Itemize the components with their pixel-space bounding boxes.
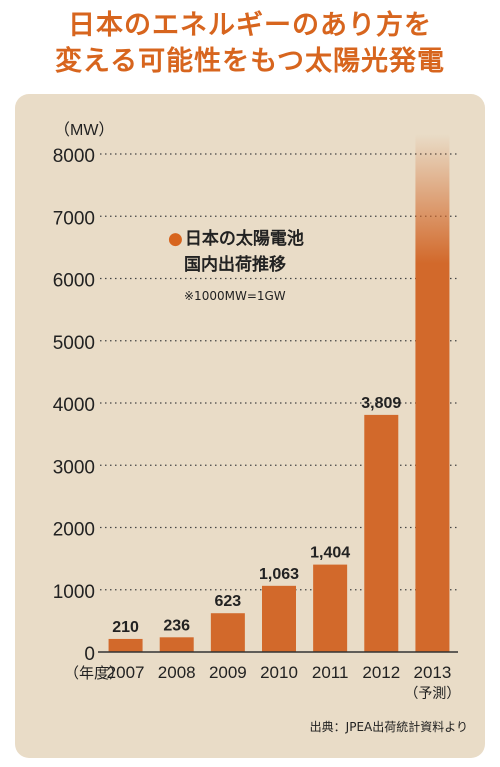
x-tick-sublabel: （予測） [404,686,460,702]
y-tick-label: 7000 [53,208,95,229]
title-line-1: 日本のエネルギーのあり方を [68,10,432,41]
x-tick-label: 2009 [209,663,247,682]
x-tick-label: 2011 [312,663,349,682]
legend-title-line-2: 国内出荷推移 [184,255,286,275]
y-tick-label: 6000 [53,271,95,292]
x-axis-label: （年度） [64,664,124,682]
bar-forecast [415,134,450,652]
x-tick-label: 2010 [260,663,298,682]
legend-note: ※1000MW=1GW [184,289,286,303]
bar-value-label: 1,063 [259,566,299,583]
chart-legend: ● 日本の太陽電池 国内出荷推移 ※1000MW=1GW [168,226,304,306]
bar-value-label: 1,404 [310,545,350,562]
legend-marker: ● [168,229,183,249]
y-tick-label: 0 [84,644,95,665]
chart-title: 日本のエネルギーのあり方を 変える可能性をもつ太陽光発電 [0,8,500,80]
source-note: 出典：JPEA出荷統計資料より [309,720,468,734]
x-tick-label: 2013 [414,663,452,682]
x-tick-label: 2012 [362,663,400,682]
bar [364,414,399,652]
y-tick-label: 5000 [53,333,95,354]
chart-panel [15,94,485,758]
bar [159,637,194,652]
y-tick-label: 4000 [53,395,95,416]
y-tick-label: 8000 [53,146,95,167]
x-tick-label: 2007 [107,663,145,682]
y-tick-label: 3000 [53,457,95,478]
bar [210,613,245,652]
bar-value-label: 3,809 [361,395,401,412]
y-tick-label: 2000 [53,520,95,541]
legend-title-line-1: ● 日本の太陽電池 [168,226,304,252]
y-tick-label: 1000 [53,582,95,603]
bar-value-label: 210 [112,619,139,636]
title-line-2: 変える可能性をもつ太陽光発電 [54,46,446,77]
bar-value-label: 236 [163,617,190,634]
legend-label: 日本の太陽電池 [184,229,304,249]
bar [108,638,143,652]
bar-value-label: 623 [215,593,242,610]
bar [313,564,348,652]
x-tick-label: 2008 [158,663,196,682]
bar [262,585,296,652]
y-axis-unit: （MW） [54,121,114,139]
